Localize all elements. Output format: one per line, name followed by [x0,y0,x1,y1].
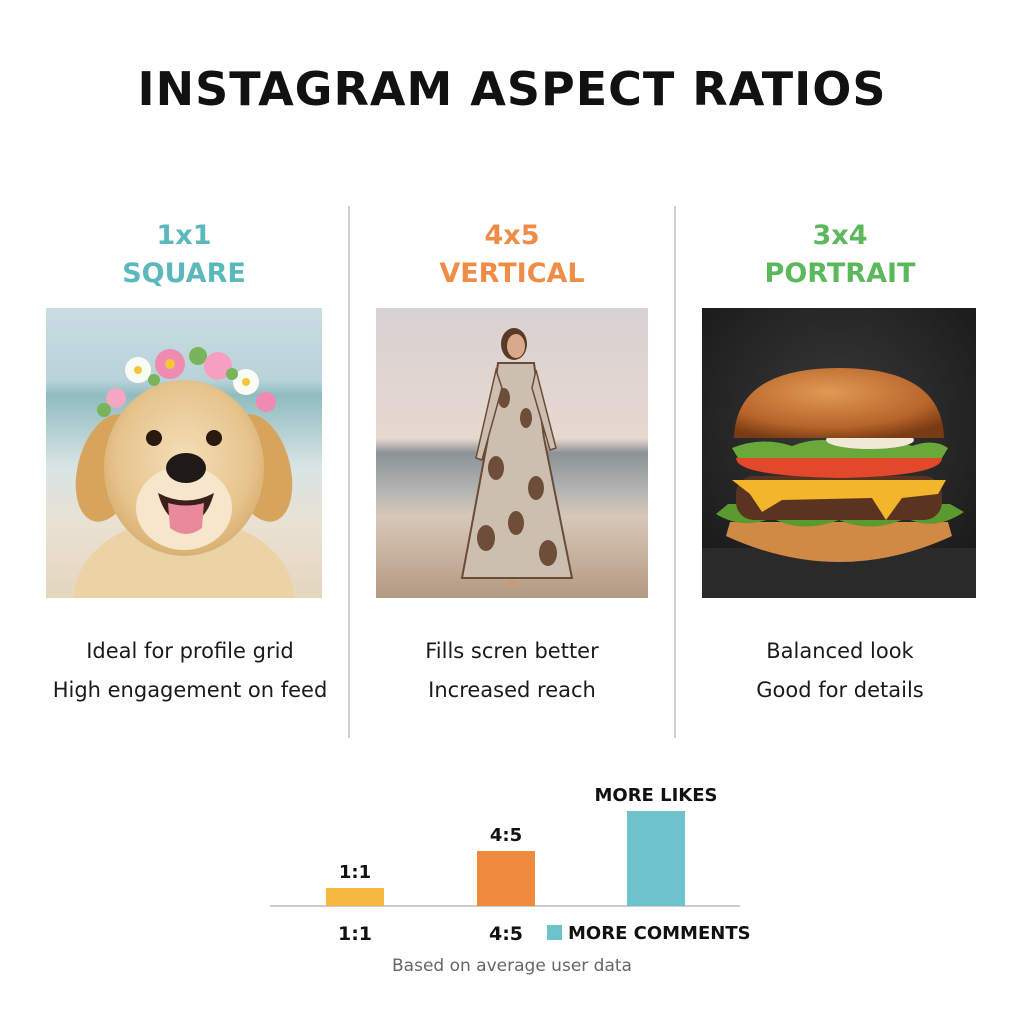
column-divider-left [348,206,350,738]
legend-swatch [547,925,562,940]
vertical-desc-line2: Increased reach [428,678,596,702]
vertical-description: Fills scren better Increased reach [342,632,682,710]
vertical-label: VERTICAL [439,258,585,289]
engagement-bar-chart: 1:1 1:1 4:5 4:5 MORE LIKES MORE COMMENTS [270,785,750,945]
woman-beach-image [376,308,648,598]
bar-0 [326,888,384,906]
square-desc-line1: Ideal for profile grid [86,639,294,663]
legend-label: MORE COMMENTS [568,923,750,944]
portrait-ratio: 3x4 [812,220,868,251]
portrait-desc-line2: Good for details [756,678,924,702]
square-photo [46,308,322,598]
category-label-0: 1:1 [338,923,372,945]
portrait-desc-line1: Balanced look [766,639,914,663]
vertical-column-header: 4x5 VERTICAL [352,218,672,294]
dog-image [46,308,322,598]
square-ratio: 1x1 [156,220,212,251]
square-description: Ideal for profile grid High engagement o… [20,632,360,710]
footnote: Based on average user data [392,956,632,976]
bar-label-0: 1:1 [339,862,371,883]
bar-label-2: MORE LIKES [594,785,717,806]
category-label-1: 4:5 [489,923,523,945]
vertical-desc-line1: Fills scren better [425,639,599,663]
square-column-header: 1x1 SQUARE [24,218,344,294]
bar-1 [477,851,535,906]
square-label: SQUARE [122,258,246,289]
burger-image [702,308,976,598]
column-divider-right [674,206,676,738]
square-desc-line2: High engagement on feed [52,678,328,702]
portrait-description: Balanced look Good for details [670,632,1010,710]
bar-label-1: 4:5 [490,825,522,846]
vertical-ratio: 4x5 [484,220,540,251]
portrait-photo [702,308,976,598]
portrait-column-header: 3x4 PORTRAIT [680,218,1000,294]
portrait-label: PORTRAIT [764,258,916,289]
vertical-photo [376,308,648,598]
page-title: INSTAGRAM ASPECT RATIOS [137,62,887,116]
bar-2 [627,811,685,906]
